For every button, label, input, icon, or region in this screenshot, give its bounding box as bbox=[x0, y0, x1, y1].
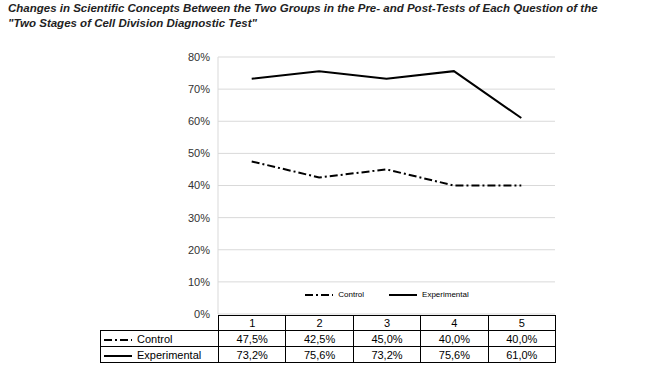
html-text:Experimental: Experimental bbox=[422, 290, 469, 299]
html-text:75,6%: 75,6% bbox=[438, 348, 470, 361]
html-text:75,6%: 75,6% bbox=[304, 348, 336, 361]
svg-text:70%: 70% bbox=[188, 83, 210, 95]
html-text:73,2%: 73,2% bbox=[371, 348, 403, 361]
html-text:61,0%: 61,0% bbox=[506, 348, 538, 361]
html-text:2: 2 bbox=[316, 317, 323, 329]
html-text:Control: Control bbox=[338, 290, 364, 299]
svg-text:50%: 50% bbox=[188, 147, 210, 159]
html-text:73,2%: 73,2% bbox=[236, 348, 268, 361]
html-text:40,0%: 40,0% bbox=[506, 332, 538, 345]
html-text:Experimental: Experimental bbox=[137, 348, 202, 361]
html-text:45,0%: 45,0% bbox=[371, 332, 403, 345]
svg-text:40%: 40% bbox=[188, 179, 210, 191]
svg-text:0%: 0% bbox=[194, 308, 210, 320]
html-text:42,5%: 42,5% bbox=[304, 332, 336, 345]
html-text:1: 1 bbox=[249, 317, 256, 329]
svg-text:60%: 60% bbox=[188, 115, 210, 127]
html-text:5: 5 bbox=[518, 317, 525, 329]
html-text:4: 4 bbox=[451, 317, 458, 329]
html-text:40,0%: 40,0% bbox=[438, 332, 470, 345]
html-text:47,5%: 47,5% bbox=[236, 332, 268, 345]
html-text:Control: Control bbox=[137, 332, 173, 345]
html-text:Changes in Scientific Concepts: Changes in Scientific Concepts Between t… bbox=[8, 2, 598, 29]
svg-text:30%: 30% bbox=[188, 212, 210, 224]
svg-text:10%: 10% bbox=[188, 276, 210, 288]
svg-text:20%: 20% bbox=[188, 244, 210, 256]
html-text:3: 3 bbox=[383, 317, 390, 329]
svg-text:80%: 80% bbox=[188, 51, 210, 63]
